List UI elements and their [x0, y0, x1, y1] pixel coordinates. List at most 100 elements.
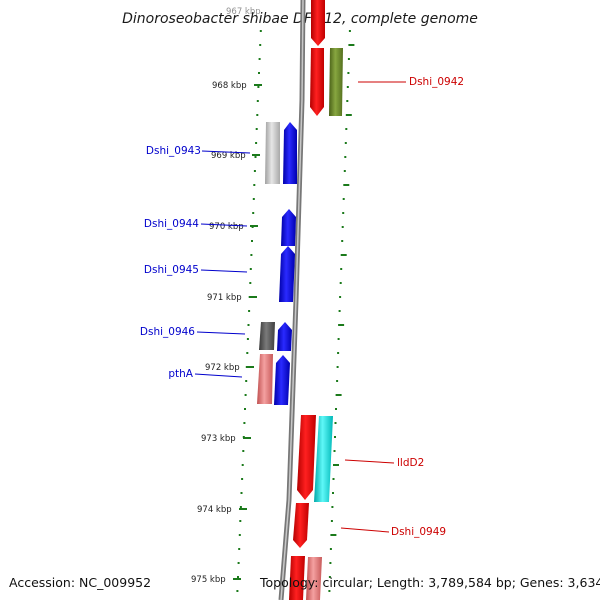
right-track-dot: [338, 310, 341, 312]
right-track-dot: [339, 296, 342, 298]
right-track-dot: [330, 534, 337, 536]
map-title: Dinoroseobacter shibae DFL 12, complete …: [122, 11, 478, 27]
right-track-dot: [328, 590, 331, 592]
gene-feature-gray-0943[interactable]: [265, 122, 280, 184]
right-track-dot: [347, 58, 350, 60]
right-track-dot: [333, 464, 339, 466]
gene-label-dshi0946[interactable]: Dshi_0946: [140, 326, 195, 338]
gene-feature-olive[interactable]: [329, 48, 343, 116]
gene-label-ptha[interactable]: pthA: [168, 368, 193, 380]
leader-line-lldd2: [344, 459, 395, 464]
kbp-label-968: 968 kbp: [212, 81, 247, 91]
right-track-dot: [343, 184, 350, 186]
gene-feature-lldd2[interactable]: [314, 416, 333, 502]
left-track-dot: [250, 254, 253, 256]
kbp-label-971: 971 kbp: [207, 293, 242, 303]
left-track-dot: [240, 492, 243, 494]
right-track-dot: [332, 492, 334, 494]
right-track-dot: [337, 352, 340, 354]
left-track-dot: [242, 450, 245, 452]
right-track-dot: [340, 254, 347, 256]
genome-backbone-highlight: [280, 0, 304, 600]
leader-line-ptha: [194, 373, 243, 378]
left-track-dot: [259, 30, 262, 32]
tick-label-partial: 967 kbp: [226, 7, 261, 17]
right-track-dot: [341, 240, 344, 242]
left-track-dot: [238, 548, 241, 550]
gene-label-dshi0942[interactable]: Dshi_0942: [409, 76, 464, 88]
left-track-dot: [256, 114, 259, 116]
right-tick-track: [328, 30, 355, 592]
right-track-dot: [344, 142, 347, 144]
left-track-dot: [244, 408, 246, 410]
gene-feature-pink-bottom[interactable]: [306, 557, 322, 600]
leader-line-dshi0949: [340, 527, 390, 533]
gene-feature-red-lldd2[interactable]: [297, 415, 316, 500]
left-track-dot: [246, 352, 249, 354]
kbp-label-970: 970 kbp: [209, 222, 244, 232]
right-track-dot: [347, 72, 350, 74]
right-track-dot: [343, 170, 346, 172]
gene-feature-dshi0944[interactable]: [281, 209, 296, 246]
right-track-dot: [330, 520, 333, 522]
gene-label-dshi0945[interactable]: Dshi_0945: [144, 264, 199, 276]
left-track-dot: [244, 394, 247, 396]
right-track-dot: [345, 114, 352, 116]
right-track-dot: [333, 450, 336, 452]
right-track-dot: [329, 548, 332, 550]
right-track-dot: [346, 86, 349, 88]
left-track-dot: [245, 380, 248, 382]
left-track-dot: [237, 576, 239, 578]
right-track-dot: [329, 562, 332, 564]
right-track-dot: [332, 478, 335, 480]
right-track-dot: [338, 324, 345, 326]
left-track-dot: [252, 198, 255, 200]
gene-label-lldd2[interactable]: lldD2: [397, 457, 424, 469]
genome-info-text: Topology: circular; Length: 3,789,584 bp…: [259, 575, 600, 590]
right-track-dot: [342, 212, 345, 214]
accession-text: Accession: NC_009952: [9, 575, 151, 590]
left-track-dot: [236, 590, 239, 592]
kbp-label-974: 974 kbp: [197, 505, 232, 515]
gene-feature-pink-ptha[interactable]: [257, 354, 273, 404]
left-track-dot: [238, 534, 241, 536]
left-track-dot: [246, 338, 249, 340]
leader-line-dshi0943: [201, 150, 251, 154]
right-track-dot: [344, 156, 347, 158]
kbp-label-973: 973 kbp: [201, 434, 236, 444]
gene-feature-red-top[interactable]: [311, 0, 325, 46]
left-track-dot: [252, 212, 255, 214]
right-track-dot: [336, 366, 339, 368]
gene-label-dshi0949[interactable]: Dshi_0949: [391, 526, 446, 538]
gene-feature-dshi0943[interactable]: [283, 122, 297, 184]
kbp-label-969: 969 kbp: [211, 151, 246, 161]
right-track-dot: [335, 394, 342, 396]
gene-feature-dshi0942[interactable]: [310, 48, 324, 116]
left-tick-track: [236, 30, 262, 592]
left-track-dot: [255, 128, 258, 130]
kbp-scale: 968 kbp 969 kbp 970 kbp 971 kbp 972 kbp …: [191, 81, 262, 585]
gene-label-dshi0943[interactable]: Dshi_0943: [146, 145, 201, 157]
left-track-dot: [256, 100, 259, 102]
left-track-dot: [249, 282, 252, 284]
left-track-dot: [241, 464, 244, 466]
gene-feature-dshi0945[interactable]: [279, 246, 295, 302]
left-track-dot: [243, 422, 246, 424]
gene-feature-gray-0946[interactable]: [259, 322, 275, 350]
gene-feature-dshi0946[interactable]: [277, 322, 292, 351]
gene-feature-dshi0949[interactable]: [293, 503, 309, 548]
left-track-dot: [253, 170, 256, 172]
gene-label-dshi0944[interactable]: Dshi_0944: [144, 218, 199, 230]
left-track-dot: [258, 58, 261, 60]
gene-feature-ptha[interactable]: [274, 355, 290, 405]
left-track-dot: [254, 156, 257, 158]
right-track-dot: [336, 380, 339, 382]
left-track-dot: [237, 562, 240, 564]
gene-feature-red-bottom[interactable]: [289, 556, 305, 600]
right-track-dot: [331, 506, 334, 508]
right-track-dot: [342, 198, 345, 200]
kbp-label-972: 972 kbp: [205, 363, 240, 373]
right-track-dot: [348, 44, 355, 46]
left-track-dot: [239, 506, 242, 508]
